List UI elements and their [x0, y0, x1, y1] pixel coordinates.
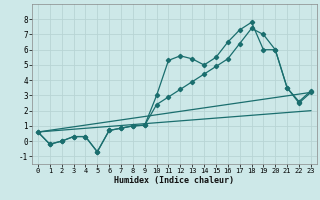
- X-axis label: Humidex (Indice chaleur): Humidex (Indice chaleur): [115, 176, 234, 185]
